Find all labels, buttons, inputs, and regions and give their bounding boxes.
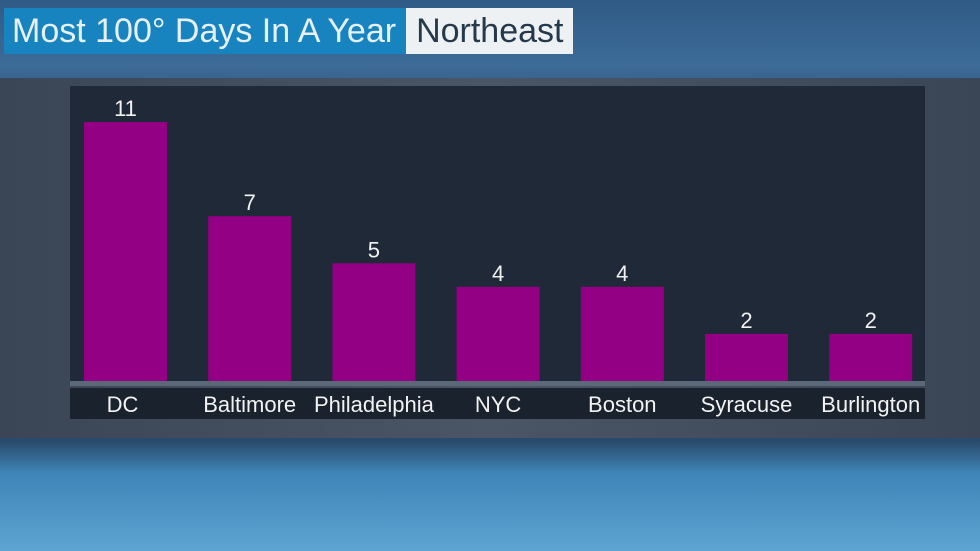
category-label: Baltimore bbox=[203, 392, 296, 417]
value-label: 11 bbox=[114, 96, 137, 121]
value-label: 2 bbox=[740, 308, 752, 333]
value-label: 5 bbox=[368, 237, 380, 262]
value-label: 2 bbox=[865, 308, 877, 333]
category-label: Syracuse bbox=[701, 392, 793, 417]
bar-nyc bbox=[456, 286, 540, 381]
category-label: Boston bbox=[588, 392, 657, 417]
bar-philadelphia bbox=[332, 263, 416, 381]
bar-dc bbox=[84, 122, 167, 381]
category-label: Burlington bbox=[821, 392, 920, 417]
bar-baltimore bbox=[208, 216, 292, 381]
bar-syracuse bbox=[705, 333, 788, 381]
chart-title: Most 100° Days In A Year bbox=[4, 8, 407, 54]
category-label: Philadelphia bbox=[314, 392, 435, 417]
x-axis-baseline bbox=[70, 381, 925, 386]
value-label: 7 bbox=[244, 190, 256, 215]
bar-boston bbox=[580, 286, 664, 381]
category-label: DC bbox=[107, 392, 139, 417]
chart-title-bar: Most 100° Days In A Year Northeast bbox=[4, 8, 574, 54]
category-label-band bbox=[70, 388, 925, 419]
category-label: NYC bbox=[475, 392, 522, 417]
chart-subtitle: Northeast bbox=[406, 8, 574, 54]
value-label: 4 bbox=[492, 261, 504, 286]
bar-burlington bbox=[829, 333, 913, 381]
value-label: 4 bbox=[616, 261, 628, 286]
